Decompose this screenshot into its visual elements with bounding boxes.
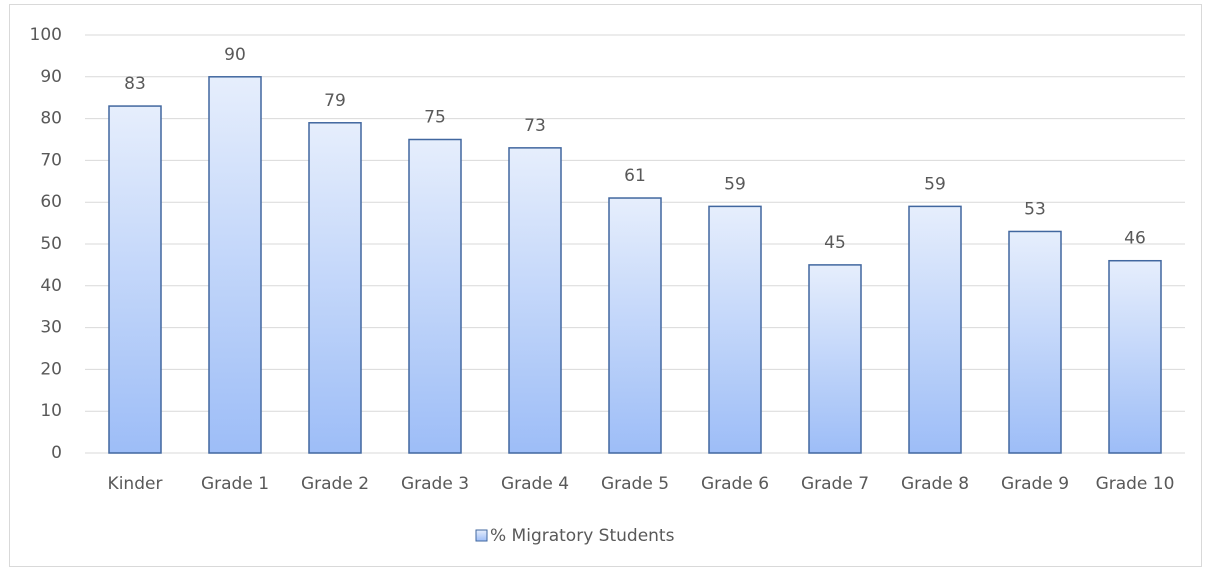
y-tick-label: 100 — [30, 25, 62, 45]
data-label: 90 — [224, 45, 246, 65]
x-tick-label: Grade 6 — [701, 474, 769, 494]
bar — [508, 147, 562, 454]
legend-label: % Migratory Students — [490, 526, 675, 546]
y-tick-label: 60 — [40, 192, 62, 212]
data-label: 75 — [424, 108, 446, 128]
y-tick-label: 10 — [40, 401, 62, 421]
y-tick-label: 90 — [40, 67, 62, 87]
y-tick-label: 20 — [40, 359, 62, 379]
data-label: 46 — [1124, 229, 1146, 249]
bar — [1008, 230, 1062, 454]
data-label: 79 — [324, 91, 346, 111]
data-label: 73 — [524, 116, 546, 136]
y-tick-label: 30 — [40, 318, 62, 338]
x-tick-label: Grade 2 — [301, 474, 369, 494]
data-label: 59 — [924, 174, 946, 194]
x-tick-label: Kinder — [108, 474, 163, 494]
bar — [708, 205, 762, 454]
y-tick-label: 40 — [40, 276, 62, 296]
x-tick-label: Grade 1 — [201, 474, 269, 494]
legend-swatch — [475, 529, 488, 542]
x-tick-label: Grade 7 — [801, 474, 869, 494]
x-tick-label: Grade 10 — [1096, 474, 1175, 494]
data-label: 45 — [824, 233, 846, 253]
data-label: 53 — [1024, 199, 1046, 219]
x-tick-label: Grade 5 — [601, 474, 669, 494]
x-tick-label: Grade 4 — [501, 474, 569, 494]
bar — [808, 264, 862, 454]
y-tick-label: 0 — [51, 443, 62, 463]
bar — [408, 138, 462, 454]
x-tick-label: Grade 9 — [1001, 474, 1069, 494]
data-label: 83 — [124, 74, 146, 94]
bar — [308, 122, 362, 454]
bar — [608, 197, 662, 454]
y-tick-label: 70 — [40, 150, 62, 170]
x-tick-label: Grade 3 — [401, 474, 469, 494]
bar — [208, 76, 262, 454]
y-tick-label: 50 — [40, 234, 62, 254]
data-label: 61 — [624, 166, 646, 186]
x-tick-label: Grade 8 — [901, 474, 969, 494]
bar — [1108, 259, 1162, 454]
bar — [108, 105, 162, 454]
data-label: 59 — [724, 174, 746, 194]
bar — [908, 205, 962, 454]
y-tick-label: 80 — [40, 109, 62, 129]
